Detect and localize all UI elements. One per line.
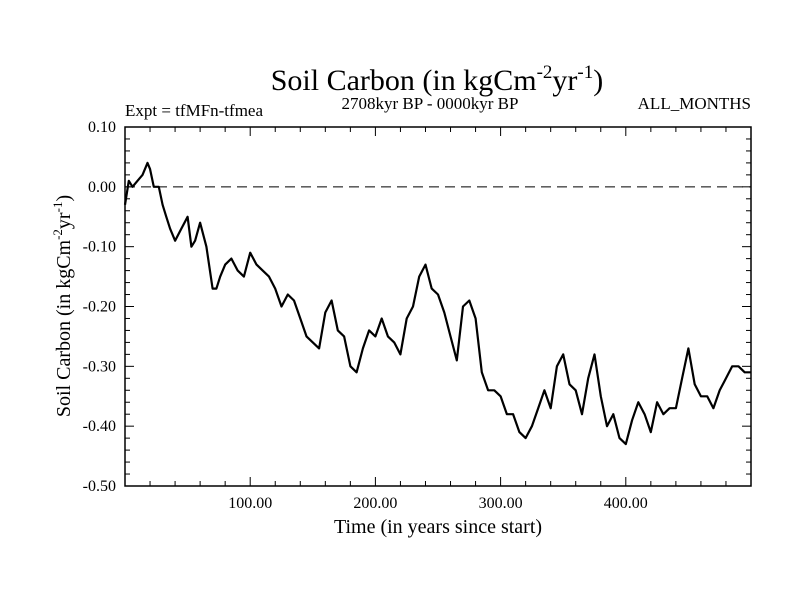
x-tick-label: 200.00 — [353, 495, 397, 512]
y-axis-label: Soil Carbon (in kgCm-2yr-1) — [50, 195, 75, 417]
x-tick-label: 300.00 — [479, 495, 523, 512]
y-tick-label: 0.10 — [88, 119, 116, 136]
chart-title: Soil Carbon (in kgCm-2yr-1) — [271, 62, 604, 97]
plot-frame — [124, 126, 752, 487]
x-tick-label: 400.00 — [604, 495, 648, 512]
y-tick-label: -0.50 — [83, 478, 116, 495]
x-tick-label: 100.00 — [228, 495, 272, 512]
soil-carbon-series-line — [123, 161, 751, 446]
y-axis-ticks: -0.50 -0.40 -0.30 -0.20 -0.10 0.00 0.10 — [83, 119, 751, 495]
series-group — [123, 161, 751, 446]
y-tick-label: -0.20 — [83, 299, 116, 316]
y-tick-label: -0.10 — [83, 239, 116, 256]
experiment-note: Expt = tfMFn-tfmea — [125, 101, 263, 120]
x-axis-label: Time (in years since start) — [334, 516, 542, 538]
x-axis-ticks: 100.00 200.00 300.00 400.00 — [124, 127, 752, 512]
y-tick-label: 0.00 — [88, 179, 116, 196]
y-tick-label: -0.30 — [83, 358, 116, 375]
period-note: 2708kyr BP - 0000kyr BP — [342, 94, 519, 113]
y-tick-label: -0.40 — [83, 418, 116, 435]
months-note: ALL_MONTHS — [638, 94, 751, 113]
